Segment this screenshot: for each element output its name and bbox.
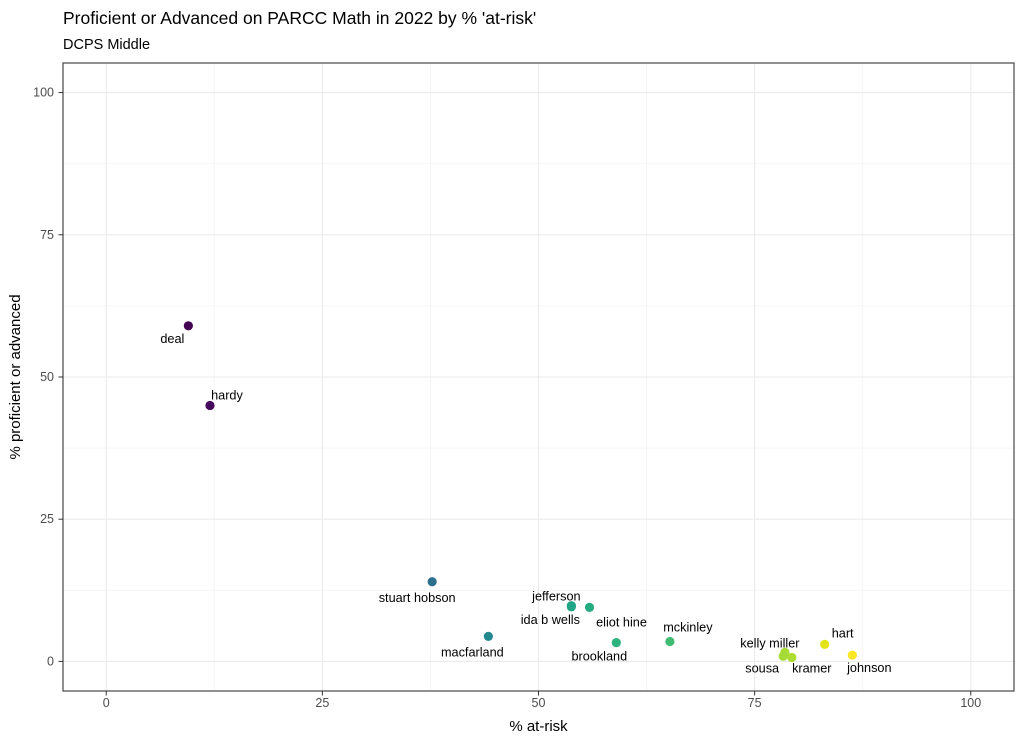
- point-label-eliot-hine: eliot hine: [596, 615, 647, 629]
- chart-subtitle: DCPS Middle: [63, 37, 151, 53]
- point-label-macfarland: macfarland: [441, 645, 504, 659]
- y-tick-label: 0: [47, 654, 54, 668]
- point-label-kelly-miller: kelly miller: [740, 636, 800, 650]
- point-kramer: [787, 652, 797, 663]
- point-label-johnson: johnson: [846, 661, 891, 675]
- point-label-jefferson: jefferson: [531, 590, 580, 604]
- point-sousa: [778, 651, 788, 661]
- point-hart: [820, 639, 830, 649]
- point-stuart-hobson: [427, 577, 437, 587]
- point-label-kramer: kramer: [792, 661, 832, 675]
- point-eliot-hine: [584, 602, 595, 612]
- x-tick-label: 0: [103, 696, 110, 710]
- x-tick-label: 50: [532, 696, 546, 710]
- point-label-hart: hart: [832, 626, 854, 640]
- y-tick-label: 100: [33, 86, 54, 100]
- y-axis-title: % proficient or advanced: [7, 294, 24, 459]
- point-label-ida-b-wells: ida b wells: [521, 613, 580, 627]
- point-label-hardy: hardy: [211, 388, 243, 402]
- point-label-mckinley: mckinley: [663, 621, 713, 635]
- point-johnson: [847, 650, 857, 660]
- y-tick-label: 25: [40, 512, 54, 526]
- point-label-brookland: brookland: [571, 650, 627, 664]
- x-tick-label: 75: [748, 696, 762, 710]
- x-tick-label: 100: [960, 696, 981, 710]
- point-hardy: [205, 400, 215, 411]
- point-label-sousa: sousa: [745, 661, 780, 675]
- point-brookland: [611, 638, 621, 648]
- y-tick-label: 75: [40, 228, 54, 242]
- x-axis-title: % at-risk: [509, 718, 568, 735]
- y-tick-label: 50: [40, 370, 54, 384]
- point-macfarland: [483, 631, 493, 641]
- chart-title: Proficient or Advanced on PARCC Math in …: [63, 8, 537, 28]
- point-mckinley: [665, 636, 675, 647]
- point-label-deal: deal: [160, 332, 184, 346]
- point-deal: [183, 321, 193, 331]
- point-label-stuart-hobson: stuart hobson: [379, 591, 456, 605]
- point-ida-b-wells: [566, 602, 576, 612]
- x-tick-label: 25: [315, 696, 329, 710]
